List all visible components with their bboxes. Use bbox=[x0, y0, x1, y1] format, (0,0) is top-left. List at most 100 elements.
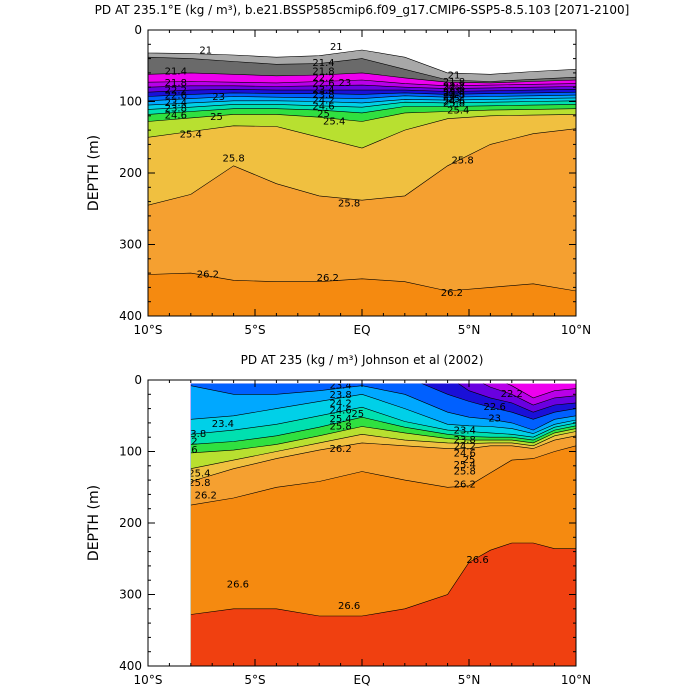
isopycnal-line bbox=[148, 72, 576, 84]
contour-field: 23.423.824.224.6 2525.425.826.223.423.824… bbox=[175, 381, 577, 666]
contour-label: 25.8 bbox=[329, 421, 351, 432]
contour-label: 24.2 bbox=[454, 441, 476, 452]
isopycnal-line bbox=[190, 435, 577, 482]
contour-label: 25.8 bbox=[222, 154, 244, 165]
contour-label: 23.8 bbox=[329, 390, 351, 401]
isopycnal-line bbox=[421, 383, 577, 420]
isopycnal-line bbox=[148, 97, 576, 106]
contour-label: 23.4 bbox=[443, 88, 465, 99]
isopycnal-line bbox=[190, 393, 577, 434]
contour-label: 22.6 bbox=[165, 91, 187, 102]
contour-label: 25.8 bbox=[454, 466, 476, 477]
density-band bbox=[148, 273, 576, 316]
y-axis-label: DEPTH (m) bbox=[86, 135, 102, 211]
x-tick-label: 10°N bbox=[561, 673, 591, 687]
contour-label: 25 bbox=[317, 109, 330, 120]
y-tick-label: 300 bbox=[119, 588, 142, 602]
density-band bbox=[148, 128, 576, 316]
contour-label: 21.8 bbox=[165, 78, 187, 89]
contour-label: 24.6 bbox=[329, 406, 351, 417]
contour-label: 25.8 bbox=[188, 478, 210, 489]
contour-label: 26.2 bbox=[454, 479, 476, 490]
x-tick-label: 10°S bbox=[134, 323, 163, 337]
isopycnal-line bbox=[190, 416, 577, 445]
contour-label: 24.2 bbox=[175, 436, 197, 447]
contour-label: 22.2 bbox=[501, 389, 523, 400]
density-band bbox=[190, 543, 576, 666]
isopycnal-line bbox=[190, 406, 577, 438]
contour-label: 24.2 bbox=[329, 398, 351, 409]
isopycnal-line bbox=[148, 79, 576, 87]
contour-label: 23.8 bbox=[184, 429, 206, 440]
contour-label: 22.2 bbox=[165, 86, 187, 97]
isopycnal-line bbox=[190, 426, 577, 454]
isopycnal-line bbox=[190, 542, 576, 617]
contour-label: 23 bbox=[212, 92, 225, 103]
contour-label: 23.4 bbox=[212, 419, 234, 430]
contour-label: 26.2 bbox=[195, 491, 217, 502]
contour-label: 25 bbox=[463, 455, 476, 466]
x-tick-label: 10°N bbox=[561, 323, 591, 337]
contour-label: 26.6 bbox=[338, 601, 360, 612]
y-tick-label: 400 bbox=[119, 309, 142, 323]
contour-label: 25.8 bbox=[451, 156, 473, 167]
isopycnal-line bbox=[148, 91, 576, 97]
contour-label: 26.2 bbox=[329, 444, 351, 455]
contour-label: 23.8 bbox=[165, 104, 187, 115]
isopycnal-line bbox=[190, 445, 577, 506]
contour-label: 24.6 bbox=[312, 101, 334, 112]
isopycnal-line bbox=[148, 128, 576, 206]
isopycnal-line bbox=[457, 383, 577, 413]
contour-label: 26.6 bbox=[466, 555, 488, 566]
surface-mask bbox=[148, 30, 576, 75]
isopycnal-line bbox=[148, 56, 576, 82]
isopycnal-line bbox=[506, 383, 577, 399]
contour-label: 23.8 bbox=[312, 90, 334, 101]
y-tick-label: 0 bbox=[134, 373, 142, 387]
x-tick-label: 5°S bbox=[244, 323, 265, 337]
contour-label: 21.4 bbox=[165, 66, 187, 77]
isopycnal-line bbox=[148, 114, 576, 149]
y-tick-label: 0 bbox=[134, 23, 142, 37]
isopycnal-line bbox=[148, 272, 576, 292]
contour-label: 22.6 bbox=[484, 402, 506, 413]
contour-label: 23 bbox=[339, 78, 352, 89]
contour-label: 23.8 bbox=[443, 90, 465, 101]
isopycnal-line bbox=[148, 94, 576, 102]
contour-label: 24.6 bbox=[165, 111, 187, 122]
x-tick-label: 5°N bbox=[458, 673, 481, 687]
contour-label: 25.4 bbox=[188, 469, 210, 480]
contour-label: 21.8 bbox=[312, 66, 334, 77]
contour-field: 21 212121.421.421.821.822.222.222.622.623… bbox=[148, 30, 576, 316]
contour-label: 22.2 bbox=[443, 81, 465, 92]
contour-label: 23.4 bbox=[329, 381, 351, 392]
contour-label: 25.4 bbox=[329, 414, 351, 425]
contour-label: 23.8 bbox=[454, 435, 476, 446]
x-tick-label: EQ bbox=[353, 323, 370, 337]
contour-label: 21 bbox=[199, 46, 212, 57]
contour-label: 21.8 bbox=[443, 77, 465, 88]
contour-label: 25 bbox=[210, 112, 223, 123]
contour-label: 25.4 bbox=[454, 460, 476, 471]
x-tick-label: EQ bbox=[353, 673, 370, 687]
contour-label: 21 bbox=[330, 42, 343, 53]
contour-label: 24.6 bbox=[454, 449, 476, 460]
contour-label: 26.2 bbox=[441, 288, 463, 299]
contour-label: 24.6 bbox=[175, 445, 197, 456]
isopycnal-line bbox=[148, 104, 576, 115]
contour-label: 26.2 bbox=[197, 269, 219, 280]
x-tick-label: 10°S bbox=[134, 673, 163, 687]
y-tick-label: 300 bbox=[119, 238, 142, 252]
isopycnal-line bbox=[148, 108, 576, 122]
y-tick-label: 200 bbox=[119, 166, 142, 180]
y-axis-label: DEPTH (m) bbox=[86, 485, 102, 561]
contour-label: 26.6 bbox=[227, 579, 249, 590]
model-panel: 21 212121.421.421.821.822.222.222.622.623… bbox=[86, 3, 629, 337]
contour-label: 24.6 bbox=[443, 96, 465, 107]
isopycnal-line bbox=[148, 100, 576, 110]
chart-title: PD AT 235.1°E (kg / m³), b.e21.BSSP585cm… bbox=[95, 3, 630, 17]
contour-label: 25.4 bbox=[323, 116, 345, 127]
y-tick-label: 100 bbox=[119, 445, 142, 459]
contour-label: 23.4 bbox=[454, 426, 476, 437]
